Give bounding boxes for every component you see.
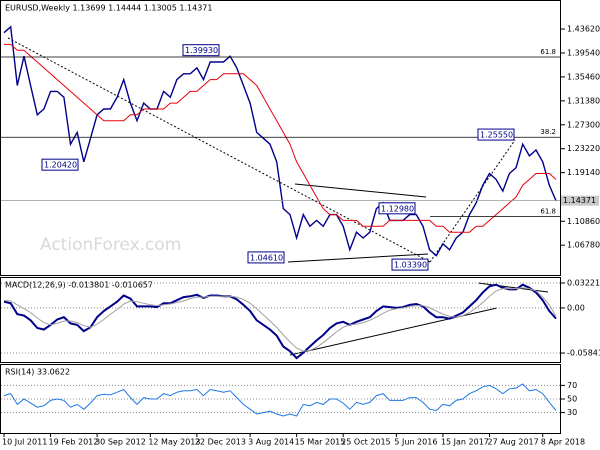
last-price-label: 1.14371: [563, 196, 596, 205]
x-tick-label: 15 Mar 2015: [295, 438, 346, 447]
trend-line: [429, 139, 516, 263]
x-tick-label: 5 Jun 2016: [394, 438, 437, 447]
annotation-label: 1.03390: [394, 261, 427, 270]
annotation-box: [247, 251, 285, 264]
y-tick-label: 1.10860: [567, 217, 600, 226]
y-tick-label: 1.39540: [567, 48, 600, 57]
fib-label: 61.8: [540, 48, 556, 56]
series-line: [3, 287, 557, 352]
y-tick-label: 1.31380: [567, 96, 600, 105]
macd-panel: [0, 277, 561, 363]
x-tick-label: 25 Oct 2015: [341, 438, 390, 447]
y-tick-label: -0.058413: [567, 349, 600, 358]
x-tick-label: 8 Apr 2018: [541, 438, 585, 447]
annotation-box: [378, 202, 416, 215]
last-price-box: [561, 195, 599, 206]
annotation-label: 1.04610: [250, 253, 283, 262]
y-tick-label: 1.06780: [567, 241, 600, 250]
y-tick-label: 0.032215: [567, 279, 600, 288]
trend-line: [477, 282, 549, 293]
series-line: [4, 43, 557, 233]
x-tick-label: 12 May 2013: [148, 438, 200, 447]
rsi-panel: [0, 364, 561, 434]
x-tick-label: 30 Sep 2012: [95, 438, 146, 447]
fib-label: 61.8: [540, 208, 556, 216]
y-tick-label: 1.27300: [567, 120, 600, 129]
watermark: ActionForex.com: [40, 235, 181, 255]
y-tick-label: 50: [567, 395, 577, 404]
y-tick-label: 1.35460: [567, 72, 600, 81]
macd-title: MACD(12,26,9) -0.013801 -0.010657: [5, 281, 153, 290]
price-panel: [0, 0, 561, 276]
y-tick-label: 1.19140: [567, 168, 600, 177]
annotation-label: 1.39930: [185, 46, 218, 55]
trend-line: [294, 183, 427, 198]
series-line: [3, 283, 557, 360]
x-tick-label: 27 Aug 2017: [487, 438, 538, 447]
rsi-title: RSI(14) 33.0622: [5, 368, 70, 377]
annotation-box: [391, 258, 429, 271]
y-tick-label: 0.00: [567, 303, 585, 312]
x-tick-label: 19 Feb 2012: [49, 438, 99, 447]
y-tick-label: 1.23220: [567, 144, 600, 153]
x-tick-label: 22 Dec 2013: [195, 438, 246, 447]
annotation-label: 1.12980: [381, 204, 414, 213]
chart-title: EURUSD,Weekly 1.13699 1.14444 1.13005 1.…: [5, 4, 212, 13]
trend-line: [287, 253, 429, 263]
fib-label: 38.2: [540, 128, 556, 136]
y-tick-label: 30: [567, 408, 577, 417]
x-tick-label: 10 Jul 2011: [2, 438, 47, 447]
y-tick-label: 1.43620: [567, 25, 600, 34]
annotation-box: [41, 158, 79, 171]
y-tick-label: 70: [567, 381, 577, 390]
series-line: [3, 25, 557, 257]
annotation-label: 1.20420: [44, 161, 77, 170]
x-tick-label: 15 Jan 2017: [441, 438, 489, 447]
annotation-box: [182, 44, 220, 57]
series-line: [3, 383, 557, 417]
annotation-box: [477, 128, 515, 141]
annotation-label: 1.25550: [480, 131, 513, 140]
x-tick-label: 3 Aug 2014: [248, 438, 294, 447]
